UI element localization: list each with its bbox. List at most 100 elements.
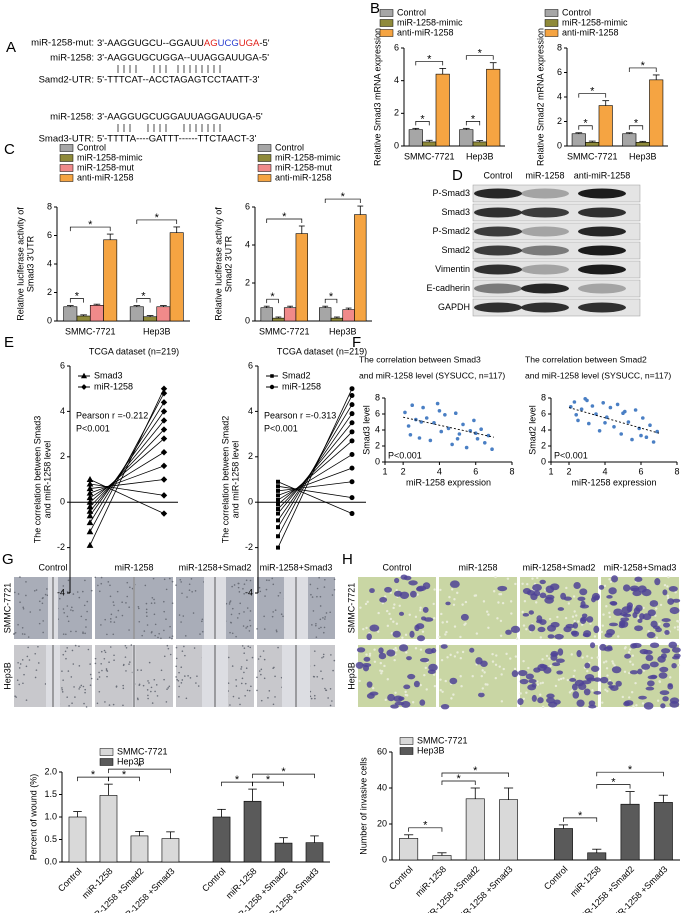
pore bbox=[379, 661, 382, 665]
pore bbox=[627, 651, 631, 654]
y-tick-label: 6 bbox=[541, 408, 546, 418]
cell bbox=[181, 650, 184, 652]
cell bbox=[89, 673, 92, 676]
x-tick-label: Hep3B bbox=[329, 326, 357, 336]
error-bar bbox=[470, 787, 480, 799]
cell bbox=[73, 686, 75, 688]
bar bbox=[342, 309, 355, 322]
pore bbox=[452, 693, 455, 696]
sequence-label: miR-1258-mut: bbox=[31, 38, 94, 49]
invaded-cell bbox=[550, 654, 558, 661]
legend-label: anti-miR-1258 bbox=[562, 27, 619, 37]
cell bbox=[241, 677, 244, 680]
cell bbox=[112, 633, 115, 636]
significance-bracket bbox=[563, 817, 598, 822]
y-axis-label: Relative Smad3 mRNA expression bbox=[372, 28, 382, 166]
cell bbox=[322, 655, 325, 658]
pore bbox=[446, 656, 449, 659]
y-tick-label: 0 bbox=[47, 315, 52, 325]
cell bbox=[155, 684, 158, 686]
bar bbox=[130, 835, 149, 863]
panel-label: E bbox=[4, 334, 14, 351]
y-tick-label: 6 bbox=[375, 408, 380, 418]
cell bbox=[154, 623, 157, 626]
invaded-cell bbox=[579, 588, 588, 596]
x-tick-label: SMMC-7721 bbox=[65, 326, 116, 336]
cell bbox=[158, 632, 160, 635]
pore bbox=[487, 626, 490, 630]
cell bbox=[128, 663, 130, 665]
significance-bracket bbox=[136, 298, 151, 303]
cell bbox=[94, 662, 97, 665]
cell bbox=[279, 591, 281, 594]
invaded-cell bbox=[645, 654, 654, 662]
bar bbox=[553, 828, 573, 861]
error-bar bbox=[298, 225, 305, 234]
invaded-cell bbox=[517, 669, 528, 677]
point bbox=[619, 432, 623, 436]
cell bbox=[271, 615, 274, 618]
cell bbox=[104, 701, 106, 703]
point bbox=[572, 400, 577, 404]
cell bbox=[199, 633, 201, 635]
significance-bracket bbox=[465, 121, 481, 126]
invaded-cell bbox=[672, 598, 681, 603]
invaded-cell bbox=[546, 693, 555, 699]
cell bbox=[179, 578, 182, 581]
cell bbox=[165, 618, 167, 621]
legend-label: Control bbox=[397, 7, 426, 17]
pore bbox=[499, 619, 503, 623]
cell bbox=[18, 667, 21, 669]
significance-label: * bbox=[478, 48, 483, 60]
cell bbox=[125, 670, 127, 672]
pore bbox=[572, 595, 576, 598]
error-bar bbox=[287, 305, 294, 308]
pore bbox=[388, 612, 391, 616]
cell bbox=[175, 646, 178, 649]
significance-label: * bbox=[590, 86, 595, 98]
bar bbox=[399, 838, 419, 861]
cell bbox=[150, 690, 152, 693]
sequence-label: Smad3-UTR: bbox=[39, 134, 94, 145]
cell bbox=[272, 611, 274, 613]
x-tick-label: 8 bbox=[509, 466, 514, 476]
cell bbox=[282, 615, 284, 618]
y-tick-label: 2 bbox=[557, 116, 562, 126]
cell bbox=[97, 584, 99, 587]
marker bbox=[270, 374, 274, 378]
paired-line bbox=[89, 465, 165, 494]
cell bbox=[180, 682, 183, 684]
pore bbox=[539, 636, 543, 639]
cell bbox=[63, 612, 66, 614]
pore bbox=[527, 666, 530, 670]
invaded-cell bbox=[557, 607, 565, 611]
cell bbox=[246, 607, 249, 609]
pore bbox=[602, 661, 606, 664]
cell bbox=[235, 685, 238, 687]
bar bbox=[103, 239, 118, 322]
bar bbox=[486, 68, 501, 147]
cell bbox=[160, 637, 162, 640]
significance-label: * bbox=[270, 291, 275, 303]
invaded-cell bbox=[588, 704, 597, 709]
pore bbox=[564, 616, 568, 620]
y-axis-label: Number of invasive cells bbox=[358, 757, 368, 855]
invaded-cell bbox=[637, 668, 643, 675]
pore bbox=[453, 655, 457, 658]
legend-swatch bbox=[257, 174, 272, 182]
pore bbox=[641, 702, 645, 705]
pore bbox=[492, 590, 496, 593]
image-column-label: miR-1258 bbox=[114, 562, 153, 572]
cell bbox=[39, 609, 41, 611]
pore bbox=[642, 606, 645, 610]
cell bbox=[329, 704, 332, 707]
pore bbox=[666, 596, 670, 600]
cell bbox=[122, 704, 124, 707]
significance-bracket bbox=[108, 768, 171, 774]
cell bbox=[239, 602, 241, 605]
invaded-cell bbox=[608, 587, 617, 595]
significance-bracket bbox=[252, 781, 284, 787]
significance-bracket bbox=[596, 784, 631, 789]
blot-row-label: Vimentin bbox=[435, 264, 470, 274]
x-axis-label: miR-1258 expression bbox=[571, 477, 656, 487]
